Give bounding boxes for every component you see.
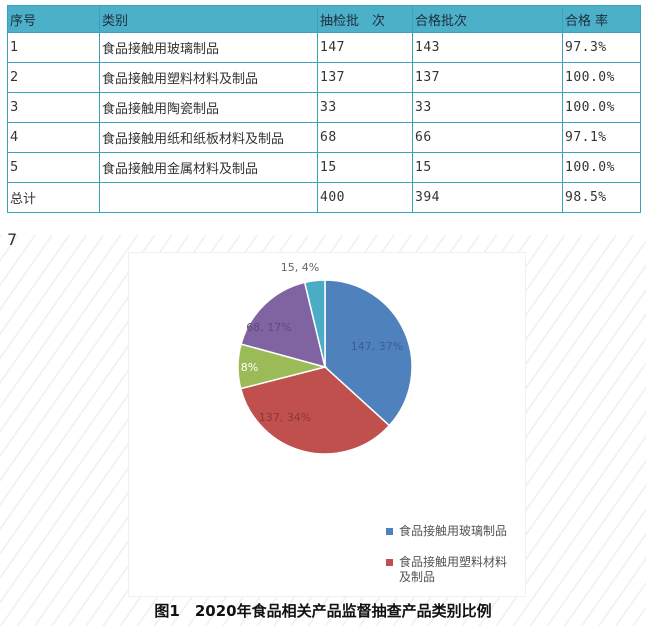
table-header-row: 序号 类别 抽检批 次 合格批次 合格 率 [7,5,641,33]
pie-data-label: 147, 37% [351,340,403,353]
pie-slice [324,279,413,427]
cell-sampled: 15 [317,152,413,183]
cell-category: 食品接触用陶瓷制品 [99,92,318,123]
cell-qualified: 33 [412,92,563,123]
inspection-table: 序号 类别 抽检批 次 合格批次 合格 率 1 食品接触用玻璃制品 147 14… [7,5,641,213]
pie-data-label: 137, 34% [259,411,311,424]
cell-seq: 3 [7,92,100,123]
legend-label: 食品接触用玻璃制品 [399,524,508,538]
cell-qualified: 15 [412,152,563,183]
table-row: 1 食品接触用玻璃制品 147 143 97.3% [7,32,641,63]
pie-chart-panel: 147, 37% 137, 34% 33, 8% 68, 17% 15, 4% 食品接触… [128,252,526,597]
figure-caption: 图1 2020年食品相关产品监督抽查产品类别比例 [154,602,492,620]
cell-sampled: 68 [317,122,413,153]
header-sampled-batches: 抽检批 次 [317,5,413,33]
cell-qualified: 66 [412,122,563,153]
pie-slice [303,279,326,368]
pie-data-label: 15, 4% [281,261,319,274]
pie-slice [240,281,327,369]
cell-sampled: 147 [317,32,413,63]
cell-total-label: 总计 [7,182,100,213]
header-category: 类别 [99,5,318,33]
cell-sampled: 400 [317,182,413,213]
cell-seq: 5 [7,152,100,183]
cell-rate: 100.0% [562,62,641,93]
cell-sampled: 137 [317,62,413,93]
cell-sampled: 33 [317,92,413,123]
table-row: 3 食品接触用陶瓷制品 33 33 100.0% [7,92,641,123]
cell-seq: 1 [7,32,100,63]
cell-category: 食品接触用金属材料及制品 [99,152,318,183]
cell-category: 食品接触用玻璃制品 [99,32,318,63]
table-total-row: 总计 400 394 98.5% [7,182,641,213]
cell-qualified: 143 [412,32,563,63]
pie-chart: 147, 37% 137, 34% 33, 8% 68, 17% 15, 4% [220,261,413,455]
legend-swatch [386,559,393,566]
table-row: 4 食品接触用纸和纸板材料及制品 68 66 97.1% [7,122,641,153]
cell-qualified: 394 [412,182,563,213]
table-row: 5 食品接触用金属材料及制品 15 15 100.0% [7,152,641,183]
pie-data-label: 68, 17% [246,321,291,334]
cell-rate: 100.0% [562,152,641,183]
cell-category: 食品接触用塑料材料及制品 [99,62,318,93]
legend-swatch [386,528,393,535]
legend-item: 食品接触用塑料材料及制品 [386,555,516,585]
legend-label: 食品接触用塑料材料及制品 [399,555,508,584]
cell-seq: 2 [7,62,100,93]
cell-rate: 97.1% [562,122,641,153]
header-pass-rate: 合格 率 [562,5,641,33]
table-row: 2 食品接触用塑料材料及制品 137 137 100.0% [7,62,641,93]
legend-item: 食品接触用玻璃制品 [386,524,516,539]
pie-slice [239,366,391,455]
stray-digit-text: 7 [7,230,18,249]
cell-rate: 100.0% [562,92,641,123]
cell-category: 食品接触用纸和纸板材料及制品 [99,122,318,153]
cell-rate: 97.3% [562,32,641,63]
pie-data-label: 33, 8% [220,361,258,374]
cell-qualified: 137 [412,62,563,93]
header-qualified-batches: 合格批次 [412,5,563,33]
cell-rate: 98.5% [562,182,641,213]
cell-category [99,182,318,213]
cell-seq: 4 [7,122,100,153]
header-seq: 序号 [7,5,100,33]
